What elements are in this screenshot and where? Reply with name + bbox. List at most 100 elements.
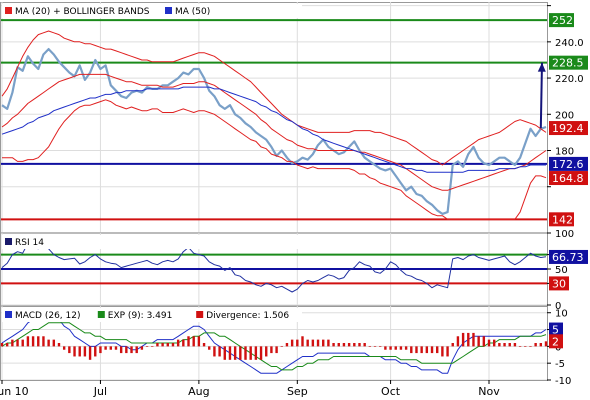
divergence-bar	[99, 346, 102, 354]
divergence-bar	[410, 346, 413, 354]
x-tick-label: Nov	[478, 385, 500, 398]
divergence-bar	[244, 346, 247, 360]
divergence-bar	[208, 346, 211, 350]
divergence-bar	[394, 346, 397, 350]
divergence-bar	[140, 346, 144, 350]
divergence-bar	[415, 346, 418, 354]
projection-arrow	[539, 62, 543, 129]
series-line	[1, 48, 547, 215]
divergence-bar	[259, 346, 263, 360]
divergence-bar	[472, 332, 475, 347]
series-line	[1, 242, 547, 293]
divergence-bar	[389, 346, 392, 350]
legend-background	[2, 308, 302, 322]
divergence-bar	[430, 346, 434, 354]
divergence-bar	[451, 343, 454, 347]
value-tag-label: 252	[552, 14, 573, 27]
value-tag-label: 228.5	[552, 57, 584, 70]
value-tag-label: 142	[552, 213, 573, 226]
series-line	[1, 315, 547, 374]
divergence-bar	[21, 339, 24, 347]
legend-label: MA (50)	[175, 7, 210, 17]
legend-label: RSI 14	[15, 238, 44, 248]
y-tick-label: 220.0	[555, 74, 584, 85]
x-axis: Jun 10 Jul Aug Sep Oct Nov	[0, 380, 547, 398]
value-tag-label: 5	[552, 324, 559, 337]
divergence-bar	[399, 346, 403, 350]
divergence-bar	[192, 336, 195, 347]
divergence-bar	[436, 346, 439, 354]
divergence-bar	[213, 346, 216, 357]
value-tag-label: 30	[552, 277, 566, 290]
divergence-bar	[290, 339, 294, 347]
divergence-bar	[47, 339, 50, 347]
divergence-bar	[332, 343, 335, 347]
y-tick-label: 180	[555, 147, 574, 158]
panel-frame	[0, 2, 548, 233]
divergence-bar	[529, 346, 532, 347]
divergence-bar	[16, 339, 19, 347]
divergence-bar	[306, 339, 309, 347]
y-tick-label: 0	[555, 301, 561, 312]
divergence-bar	[78, 346, 81, 357]
divergence-bar	[301, 336, 304, 347]
legend-background	[2, 4, 302, 18]
value-tag	[549, 249, 588, 264]
value-tag-label: 172.6	[552, 158, 584, 171]
divergence-bar	[11, 339, 14, 347]
divergence-bar	[363, 343, 366, 347]
divergence-bar	[425, 346, 429, 354]
divergence-bar	[544, 341, 548, 347]
divergence-bar	[249, 346, 252, 360]
divergence-bar	[223, 346, 226, 360]
divergence-bar	[322, 339, 325, 347]
divergence-bar	[62, 346, 66, 350]
series-line	[2, 99, 547, 220]
x-tick-label: Oct	[381, 385, 401, 398]
divergence-bar	[5, 343, 9, 347]
x-tick-label: Sep	[287, 385, 308, 398]
divergence-bar	[539, 343, 543, 347]
divergence-bar	[26, 336, 30, 347]
value-tag	[549, 334, 563, 349]
divergence-bar	[446, 346, 449, 357]
divergence-bar	[487, 339, 491, 347]
divergence-bar	[347, 343, 351, 347]
divergence-bar	[534, 343, 537, 347]
divergence-bar	[104, 346, 107, 350]
divergence-bar	[197, 336, 201, 347]
divergence-bar	[368, 346, 372, 347]
divergence-bar	[228, 346, 232, 360]
legend-label: MACD (26, 12)	[15, 311, 81, 321]
series-line	[1, 30, 547, 166]
divergence-bar	[166, 343, 169, 347]
divergence-bar	[508, 343, 511, 347]
divergence-bar	[316, 339, 320, 347]
y-tick-label: -10	[555, 376, 571, 387]
divergence-bar	[125, 346, 128, 354]
divergence-bar	[254, 346, 258, 360]
divergence-bar	[285, 343, 289, 347]
divergence-bar	[233, 346, 237, 360]
divergence-bar	[114, 346, 118, 350]
divergence-bar	[503, 343, 506, 347]
divergence-bar	[342, 343, 346, 347]
x-tick-label: Jul	[93, 385, 107, 398]
value-tag	[549, 171, 588, 186]
divergence-bar	[37, 336, 40, 347]
y-tick-label: 50	[555, 265, 568, 276]
projection-arrowhead	[537, 62, 546, 72]
divergence-bar	[88, 346, 92, 360]
divergence-bar	[68, 346, 71, 354]
legend-label: Divergence: 1.506	[206, 311, 289, 321]
value-tag-label: 66.73	[552, 251, 584, 264]
legend-label: EXP (9): 3.491	[108, 311, 173, 321]
divergence-bar	[161, 343, 164, 347]
divergence-bar	[353, 343, 356, 347]
divergence-bar	[456, 336, 460, 347]
divergence-bar	[83, 346, 87, 357]
price-panel: 180 200 220.0 240.0 252 228.5 172.6 142 192.4 164…	[0, 2, 588, 233]
divergence-bar	[182, 339, 185, 347]
